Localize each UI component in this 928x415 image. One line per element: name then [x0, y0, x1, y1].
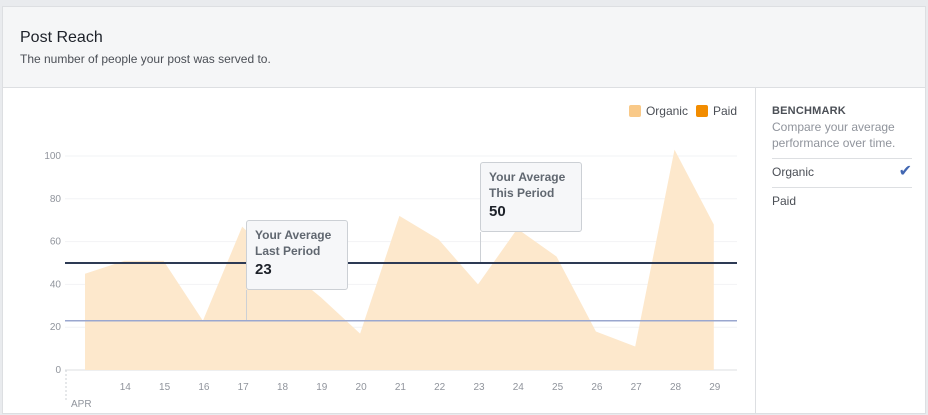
x-tick-label: 22	[434, 382, 446, 393]
x-tick-label: 26	[591, 382, 603, 393]
callout-this-label-2: This Period	[489, 186, 555, 200]
benchmark-title: BENCHMARK	[772, 105, 846, 117]
chart-area: Organic Paid 0 20 40 60 80 100 14 15 16 17 18 19 20 2…	[3, 88, 756, 414]
checkmark-icon: ✔	[898, 163, 912, 180]
y-tick-label: 60	[50, 237, 62, 248]
x-tick-label: 16	[198, 382, 210, 393]
reach-chart: 0 20 40 60 80 100 14 15 16 17 18 19 20 21 22 23 24 25 26 27…	[44, 149, 737, 410]
x-tick-label: 14	[120, 382, 132, 393]
callout-this-value: 50	[489, 203, 506, 220]
y-tick-label: 0	[55, 365, 61, 376]
post-reach-card: Post Reach The number of people your pos…	[2, 6, 926, 414]
x-tick-label: 24	[513, 382, 525, 393]
y-tick-label: 100	[44, 151, 61, 162]
x-tick-label: 29	[709, 382, 721, 393]
x-tick-label: 15	[159, 382, 171, 393]
x-tick-label: 18	[277, 382, 289, 393]
card-header: Post Reach The number of people your pos…	[3, 7, 925, 88]
x-tick-label: 28	[670, 382, 682, 393]
x-tick-label: 20	[356, 382, 368, 393]
callout-last-label-1: Your Average	[255, 228, 332, 242]
x-tick-label: 27	[631, 382, 643, 393]
benchmark-option-paid-label: Paid	[772, 194, 797, 208]
legend-swatch-paid	[695, 105, 708, 117]
x-month-label: APR	[71, 399, 92, 410]
callout-last-label-2: Last Period	[255, 244, 321, 258]
benchmark-option-organic[interactable]: Organic ✔	[772, 158, 912, 187]
y-tick-label: 80	[50, 194, 62, 205]
page-title: Post Reach	[20, 29, 103, 46]
benchmark-option-organic-label: Organic	[772, 165, 815, 179]
callout-last-value: 23	[255, 261, 272, 278]
page-subtitle: The number of people your post was serve…	[20, 52, 271, 66]
callout-this-period[interactable]: Your Average This Period 50	[480, 162, 582, 232]
x-tick-label: 17	[238, 382, 250, 393]
x-tick-label: 21	[395, 382, 407, 393]
legend-label-paid: Paid	[712, 104, 737, 118]
chart-legend: Organic Paid	[621, 104, 737, 118]
callout-last-period[interactable]: Your Average Last Period 23	[246, 220, 348, 290]
x-tick-label: 23	[473, 382, 485, 393]
y-tick-label: 40	[50, 279, 62, 290]
legend-item-paid[interactable]: Paid	[695, 104, 737, 118]
callout-this-label-1: Your Average	[489, 170, 566, 184]
x-tick-label: 19	[316, 382, 328, 393]
legend-swatch-organic	[628, 105, 641, 117]
benchmark-option-paid[interactable]: Paid	[772, 187, 912, 216]
benchmark-panel: BENCHMARK Compare your average performan…	[756, 88, 925, 414]
x-tick-label: 25	[552, 382, 564, 393]
y-tick-label: 20	[50, 322, 62, 333]
legend-item-organic[interactable]: Organic	[628, 104, 688, 118]
benchmark-description: Compare your average performance over ti…	[772, 120, 896, 150]
legend-label-organic: Organic	[645, 104, 688, 118]
organic-area-series	[85, 149, 714, 370]
